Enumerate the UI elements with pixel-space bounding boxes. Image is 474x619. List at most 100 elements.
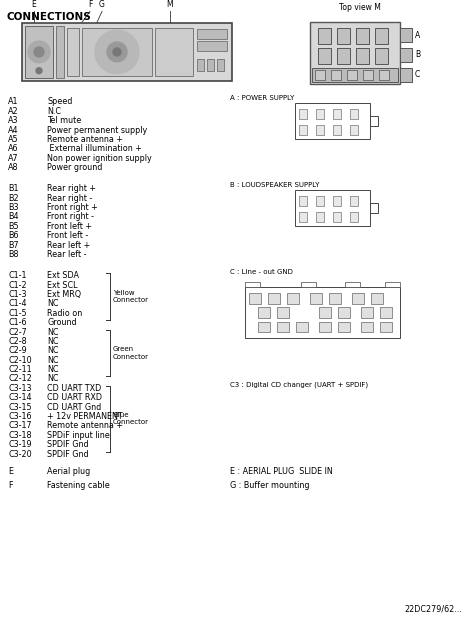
Bar [338, 322, 350, 332]
Text: 6: 6 [318, 199, 322, 204]
Bar [356, 48, 369, 64]
Text: Tel mute: Tel mute [47, 116, 81, 125]
Text: E: E [32, 1, 36, 9]
Text: A6: A6 [8, 144, 18, 154]
Bar [310, 22, 400, 84]
Text: NC: NC [47, 374, 58, 384]
Bar [249, 293, 261, 304]
Bar [380, 322, 392, 332]
Text: C1-5: C1-5 [8, 309, 27, 318]
Bar [370, 203, 378, 213]
Text: C2-11: C2-11 [8, 365, 32, 374]
Text: 19: 19 [261, 324, 268, 329]
Text: C2-7: C2-7 [8, 327, 27, 337]
Text: Front right -: Front right - [47, 212, 94, 222]
Text: C2-12: C2-12 [8, 374, 32, 384]
Text: C3-17: C3-17 [8, 422, 32, 430]
Text: 13: 13 [299, 324, 306, 329]
Bar [295, 190, 370, 226]
Text: N.C: N.C [47, 106, 61, 116]
Text: B6: B6 [8, 232, 18, 240]
Text: NC: NC [47, 346, 58, 355]
Text: C1-2: C1-2 [8, 280, 27, 290]
Text: 18: 18 [261, 310, 268, 314]
Text: 7: 7 [343, 324, 346, 329]
Text: Yellow
Connector: Yellow Connector [113, 290, 149, 303]
Text: Power ground: Power ground [47, 163, 102, 172]
Bar [333, 109, 341, 119]
Text: SPDIF Gnd: SPDIF Gnd [47, 449, 89, 459]
Bar [299, 196, 307, 206]
Bar [338, 307, 350, 318]
Circle shape [28, 41, 50, 63]
Bar [379, 70, 389, 80]
Circle shape [36, 67, 42, 74]
Text: A: A [415, 30, 420, 40]
Bar [312, 67, 398, 82]
Text: C3-19: C3-19 [8, 440, 32, 449]
Text: Speed: Speed [47, 97, 73, 106]
Bar [301, 282, 316, 287]
Text: C2-9: C2-9 [8, 346, 27, 355]
Bar [297, 322, 309, 332]
Text: C3-13: C3-13 [8, 384, 31, 393]
Text: Rear right -: Rear right - [47, 194, 92, 202]
Bar [287, 293, 299, 304]
Bar [370, 116, 378, 126]
Text: 14: 14 [290, 296, 296, 301]
Circle shape [113, 48, 121, 56]
Text: B1: B1 [8, 184, 18, 193]
Bar [385, 282, 400, 287]
Text: Radio on: Radio on [47, 309, 82, 318]
Bar [337, 28, 350, 44]
Text: G: G [99, 1, 105, 9]
Text: C : Line - out GND: C : Line - out GND [230, 269, 293, 275]
Text: 1: 1 [384, 324, 388, 329]
Text: Rear left -: Rear left - [47, 250, 86, 259]
Bar [268, 293, 280, 304]
Bar [345, 282, 360, 287]
Text: NC: NC [47, 300, 58, 308]
Bar [197, 41, 227, 51]
Text: C3 : Digital CD changer (UART + SPDIF): C3 : Digital CD changer (UART + SPDIF) [230, 382, 368, 388]
Circle shape [107, 42, 127, 62]
Text: Fastening cable: Fastening cable [47, 481, 110, 490]
Bar [380, 307, 392, 318]
Text: 15: 15 [280, 310, 287, 314]
Text: Blue
Connector: Blue Connector [113, 412, 149, 425]
Circle shape [95, 30, 139, 74]
Bar [347, 70, 357, 80]
Circle shape [34, 47, 44, 57]
Text: 2: 2 [352, 111, 356, 116]
Bar [316, 196, 324, 206]
Bar [310, 293, 322, 304]
Bar [371, 293, 383, 304]
Bar [361, 307, 373, 318]
Bar [316, 125, 324, 135]
Text: 5: 5 [318, 128, 322, 132]
Text: G : Buffer mounting: G : Buffer mounting [230, 481, 310, 490]
Text: 8: 8 [333, 296, 337, 301]
Text: C: C [415, 70, 420, 79]
Bar [299, 109, 307, 119]
Text: Ext SDA: Ext SDA [47, 271, 79, 280]
Bar [197, 59, 204, 71]
Bar [299, 125, 307, 135]
Text: B8: B8 [8, 250, 18, 259]
Text: CD UART RXD: CD UART RXD [47, 393, 102, 402]
Text: 12: 12 [322, 310, 328, 314]
Bar [333, 212, 341, 222]
Text: External illumination +: External illumination + [47, 144, 142, 154]
Text: E : AERIAL PLUG  SLIDE IN: E : AERIAL PLUG SLIDE IN [230, 467, 333, 476]
Text: A5: A5 [8, 135, 18, 144]
Bar [400, 67, 412, 82]
Text: A3: A3 [8, 116, 18, 125]
Bar [333, 125, 341, 135]
Text: SPDiF input line: SPDiF input line [47, 431, 110, 439]
Text: B : LOUDSPEAKER SUPPLY: B : LOUDSPEAKER SUPPLY [230, 183, 319, 188]
Text: M: M [167, 1, 173, 9]
Text: 3: 3 [384, 310, 388, 314]
Text: Rear right +: Rear right + [47, 184, 96, 193]
Bar [333, 196, 341, 206]
Bar [331, 70, 341, 80]
